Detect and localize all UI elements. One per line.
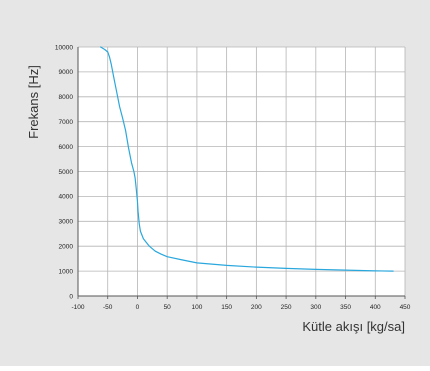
y-tick-label: 10000 [55,44,73,51]
x-tick-label: 0 [136,304,140,311]
y-tick-label: 4000 [59,194,74,201]
tick-labels: -100 -50 0 50 100 150 200 250 300 350 400 450 0 1000 2… [55,44,411,311]
y-tick-label: 8000 [59,94,74,101]
y-tick-label: 7000 [59,119,74,126]
x-tick-label: 350 [340,304,351,311]
x-tick-label: 450 [400,304,411,311]
x-tick-label: 200 [251,304,262,311]
y-axis-title: Frekans [Hz] [26,65,41,139]
x-tick-label: -50 [103,304,113,311]
x-axis-title: Kütle akışı [kg/sa] [302,319,405,334]
x-tick-label: 50 [164,304,172,311]
x-tick-label: 250 [281,304,292,311]
y-tick-label: 3000 [59,219,74,226]
y-tick-label: 6000 [59,144,74,151]
x-tick-label: 300 [310,304,321,311]
x-tick-label: 400 [370,304,381,311]
series-line [99,46,394,272]
y-tick-label: 1000 [59,268,74,275]
y-tick-label: 2000 [59,244,74,251]
y-tick-label: 9000 [59,69,74,76]
x-tick-label: 100 [191,304,202,311]
x-tick-label: 150 [221,304,232,311]
grid-lines [78,46,406,296]
x-tick-label: -100 [71,304,84,311]
series-lines [99,46,394,272]
y-tick-label: 5000 [59,169,74,176]
y-tick-label: 0 [69,293,73,300]
axes [77,47,406,299]
